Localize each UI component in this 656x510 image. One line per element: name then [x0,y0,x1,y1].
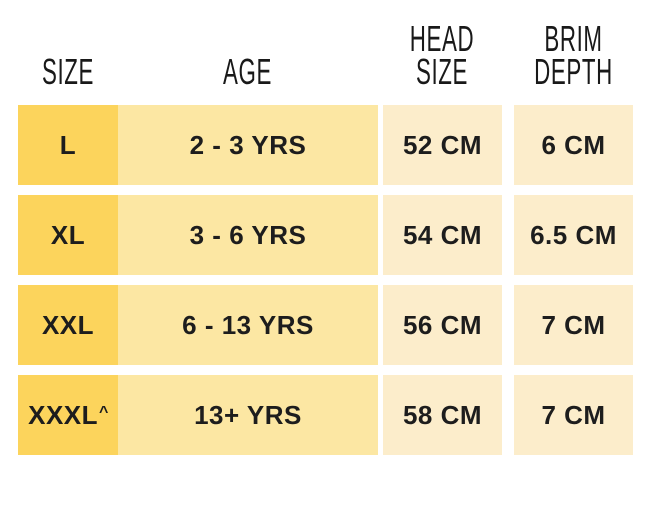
brim-depth-cell: 7 CM [514,375,633,455]
column-header-age: AGE [118,51,378,92]
column-header-size: SIZE [18,51,118,92]
size-value: XXL [41,309,95,340]
brim-depth-cell: 6.5 CM [514,195,633,275]
column-gap [502,375,514,455]
brim-depth-value: 6 CM [541,129,606,160]
table-header-row: SIZE AGE HEAD SIZE BRIM DEPTH [18,0,633,105]
column-header-head-size: HEAD SIZE [383,21,502,90]
brim-depth-value: 7 CM [541,399,606,430]
age-value: 2 - 3 YRS [189,129,307,160]
head-size-value: 54 CM [402,219,483,250]
size-cell: XXXL ^ [18,375,118,455]
brim-depth-cell: 7 CM [514,285,633,365]
size-value: XL [50,219,86,250]
table-row-xxl: XXL 6 - 13 YRS 56 CM 7 CM [18,285,633,365]
head-size-cell: 56 CM [383,285,502,365]
column-header-brim-depth: BRIM DEPTH [514,21,633,90]
head-size-cell: 54 CM [383,195,502,275]
table-row-xxxl: XXXL ^ 13+ YRS 58 CM 7 CM [18,375,633,455]
age-value: 6 - 13 YRS [182,309,314,340]
age-value: 13+ YRS [194,399,302,430]
table-row-l: L 2 - 3 YRS 52 CM 6 CM [18,105,633,185]
column-gap [502,105,514,185]
column-gap [502,285,514,365]
brim-depth-value: 7 CM [541,309,606,340]
size-cell: XXL [18,285,118,365]
column-header-size-label: SIZE [41,51,95,92]
column-header-brim-depth-label: BRIM DEPTH [534,21,613,90]
head-size-cell: 58 CM [383,375,502,455]
head-size-line2: SIZE [416,51,469,92]
size-value: L [59,129,77,160]
age-cell: 3 - 6 YRS [118,195,378,275]
size-value: XXXL [28,399,99,430]
brim-depth-cell: 6 CM [514,105,633,185]
brim-depth-line1: BRIM [544,18,603,59]
brim-depth-line2: DEPTH [534,51,613,92]
head-size-value: 52 CM [402,129,483,160]
size-chart-table: SIZE AGE HEAD SIZE BRIM DEPTH L 2 - 3 YRS … [18,0,633,455]
head-size-value: 56 CM [402,309,483,340]
column-header-head-size-label: HEAD SIZE [410,21,474,90]
column-gap [502,195,514,275]
size-cell: XL [18,195,118,275]
age-cell: 13+ YRS [118,375,378,455]
table-row-xl: XL 3 - 6 YRS 54 CM 6.5 CM [18,195,633,275]
brim-depth-value: 6.5 CM [530,219,617,250]
age-cell: 6 - 13 YRS [118,285,378,365]
head-size-line1: HEAD [410,18,475,59]
head-size-value: 58 CM [402,399,483,430]
age-cell: 2 - 3 YRS [118,105,378,185]
column-header-age-label: AGE [223,51,273,92]
size-cell: L [18,105,118,185]
footnote-marker: ^ [99,404,109,421]
age-value: 3 - 6 YRS [189,219,307,250]
head-size-cell: 52 CM [383,105,502,185]
